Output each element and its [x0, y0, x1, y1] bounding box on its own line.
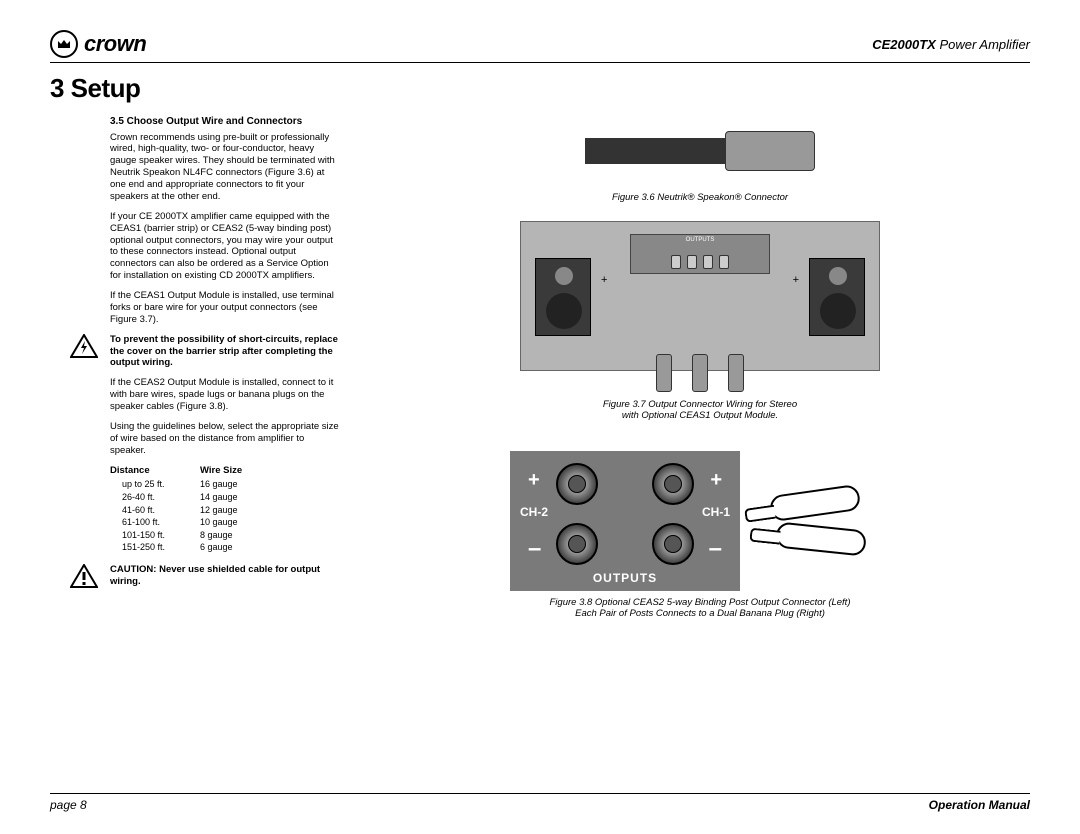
table-row: 101-150 ft.8 gauge — [110, 529, 340, 542]
col-wiresize: Wire Size — [200, 465, 242, 477]
figure-caption: Figure 3.8 Optional CEAS2 5-way Binding … — [370, 597, 1030, 619]
table-row: up to 25 ft.16 gauge — [110, 478, 340, 491]
subsection-heading: 3.5 Choose Output Wire and Con­nectors — [110, 116, 340, 129]
banana-plug-image — [770, 486, 890, 556]
crown-logo-icon — [50, 30, 78, 58]
warning-text: To prevent the possibility of short-cir­… — [110, 334, 340, 370]
paragraph: Crown recommends using pre-built or prof… — [110, 132, 340, 203]
page-header: crown CE2000TX Power Amplifier — [50, 30, 1030, 63]
warning-block: To prevent the possibility of short-cir­… — [110, 334, 340, 370]
speakon-connector-image — [370, 116, 1030, 186]
figure-3-7: ++ Figure 3.7 Output Connector Wiring fo… — [370, 221, 1030, 421]
brand-logo: crown — [50, 30, 146, 58]
page-footer: page 8 Operation Manual — [50, 793, 1030, 812]
model-rest: Power Amplifier — [936, 37, 1030, 52]
page-number: page 8 — [50, 798, 87, 812]
table-row: 41-60 ft.12 gauge — [110, 504, 340, 517]
right-column: Figure 3.6 Neutrik® Speakon® Connector +… — [370, 116, 1030, 637]
lightning-warning-icon — [70, 334, 98, 358]
binding-post-panel: + + CH-2 CH-1 – – OUTPUTS — [510, 451, 740, 591]
caution-block: CAUTION: Never use shielded cable for ou… — [110, 564, 340, 588]
table-row: 61-100 ft.10 gauge — [110, 516, 340, 529]
table-header: Distance Wire Size — [110, 465, 340, 477]
paragraph: If the CEAS2 Output Module is installed,… — [110, 377, 340, 413]
exclamation-warning-icon — [70, 564, 98, 588]
content-area: 3.5 Choose Output Wire and Con­nectors C… — [50, 116, 1030, 637]
table-row: 151-250 ft.6 gauge — [110, 541, 340, 554]
left-column: 3.5 Choose Output Wire and Con­nectors C… — [110, 116, 340, 637]
figure-caption: Figure 3.7 Output Connector Wiring for S… — [370, 399, 1030, 421]
table-row: 26-40 ft.14 gauge — [110, 491, 340, 504]
ch1-label: CH-1 — [702, 505, 730, 519]
ch2-label: CH-2 — [520, 505, 548, 519]
manual-label: Operation Manual — [929, 798, 1030, 812]
figure-3-6: Figure 3.6 Neutrik® Speakon® Connector — [370, 116, 1030, 203]
wire-size-table: Distance Wire Size up to 25 ft.16 gauge … — [110, 465, 340, 554]
paragraph: If your CE 2000TX amplifier came equippe… — [110, 211, 340, 282]
model-bold: CE2000TX — [872, 37, 936, 52]
ceas2-image: + + CH-2 CH-1 – – OUTPUTS — [370, 451, 1030, 591]
ceas1-wiring-image: ++ — [520, 221, 880, 371]
col-distance: Distance — [110, 465, 200, 477]
figure-3-8: + + CH-2 CH-1 – – OUTPUTS — [370, 451, 1030, 619]
model-label: CE2000TX Power Amplifier — [872, 37, 1030, 52]
paragraph: If the CEAS1 Output Module is installed,… — [110, 290, 340, 326]
caution-text: CAUTION: Never use shielded cable for ou… — [110, 564, 340, 588]
paragraph: Using the guidelines below, select the a… — [110, 421, 340, 457]
section-title: 3 Setup — [50, 73, 1030, 104]
figure-caption: Figure 3.6 Neutrik® Speakon® Connector — [370, 192, 1030, 203]
outputs-label: OUTPUTS — [593, 571, 657, 585]
brand-text: crown — [84, 31, 146, 57]
